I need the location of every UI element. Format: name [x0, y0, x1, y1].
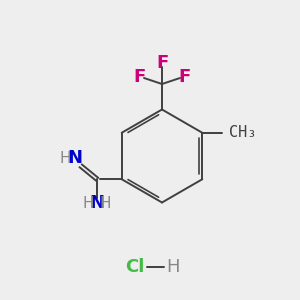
Text: F: F: [156, 54, 168, 72]
Text: F: F: [178, 68, 190, 85]
Text: H: H: [83, 196, 94, 211]
Text: CH₃: CH₃: [229, 125, 256, 140]
Text: N: N: [68, 149, 83, 167]
Text: F: F: [134, 68, 146, 85]
Text: Cl: Cl: [124, 258, 144, 276]
Text: H: H: [60, 151, 71, 166]
Text: N: N: [90, 194, 105, 212]
Text: H: H: [100, 196, 111, 211]
Text: H: H: [167, 258, 180, 276]
